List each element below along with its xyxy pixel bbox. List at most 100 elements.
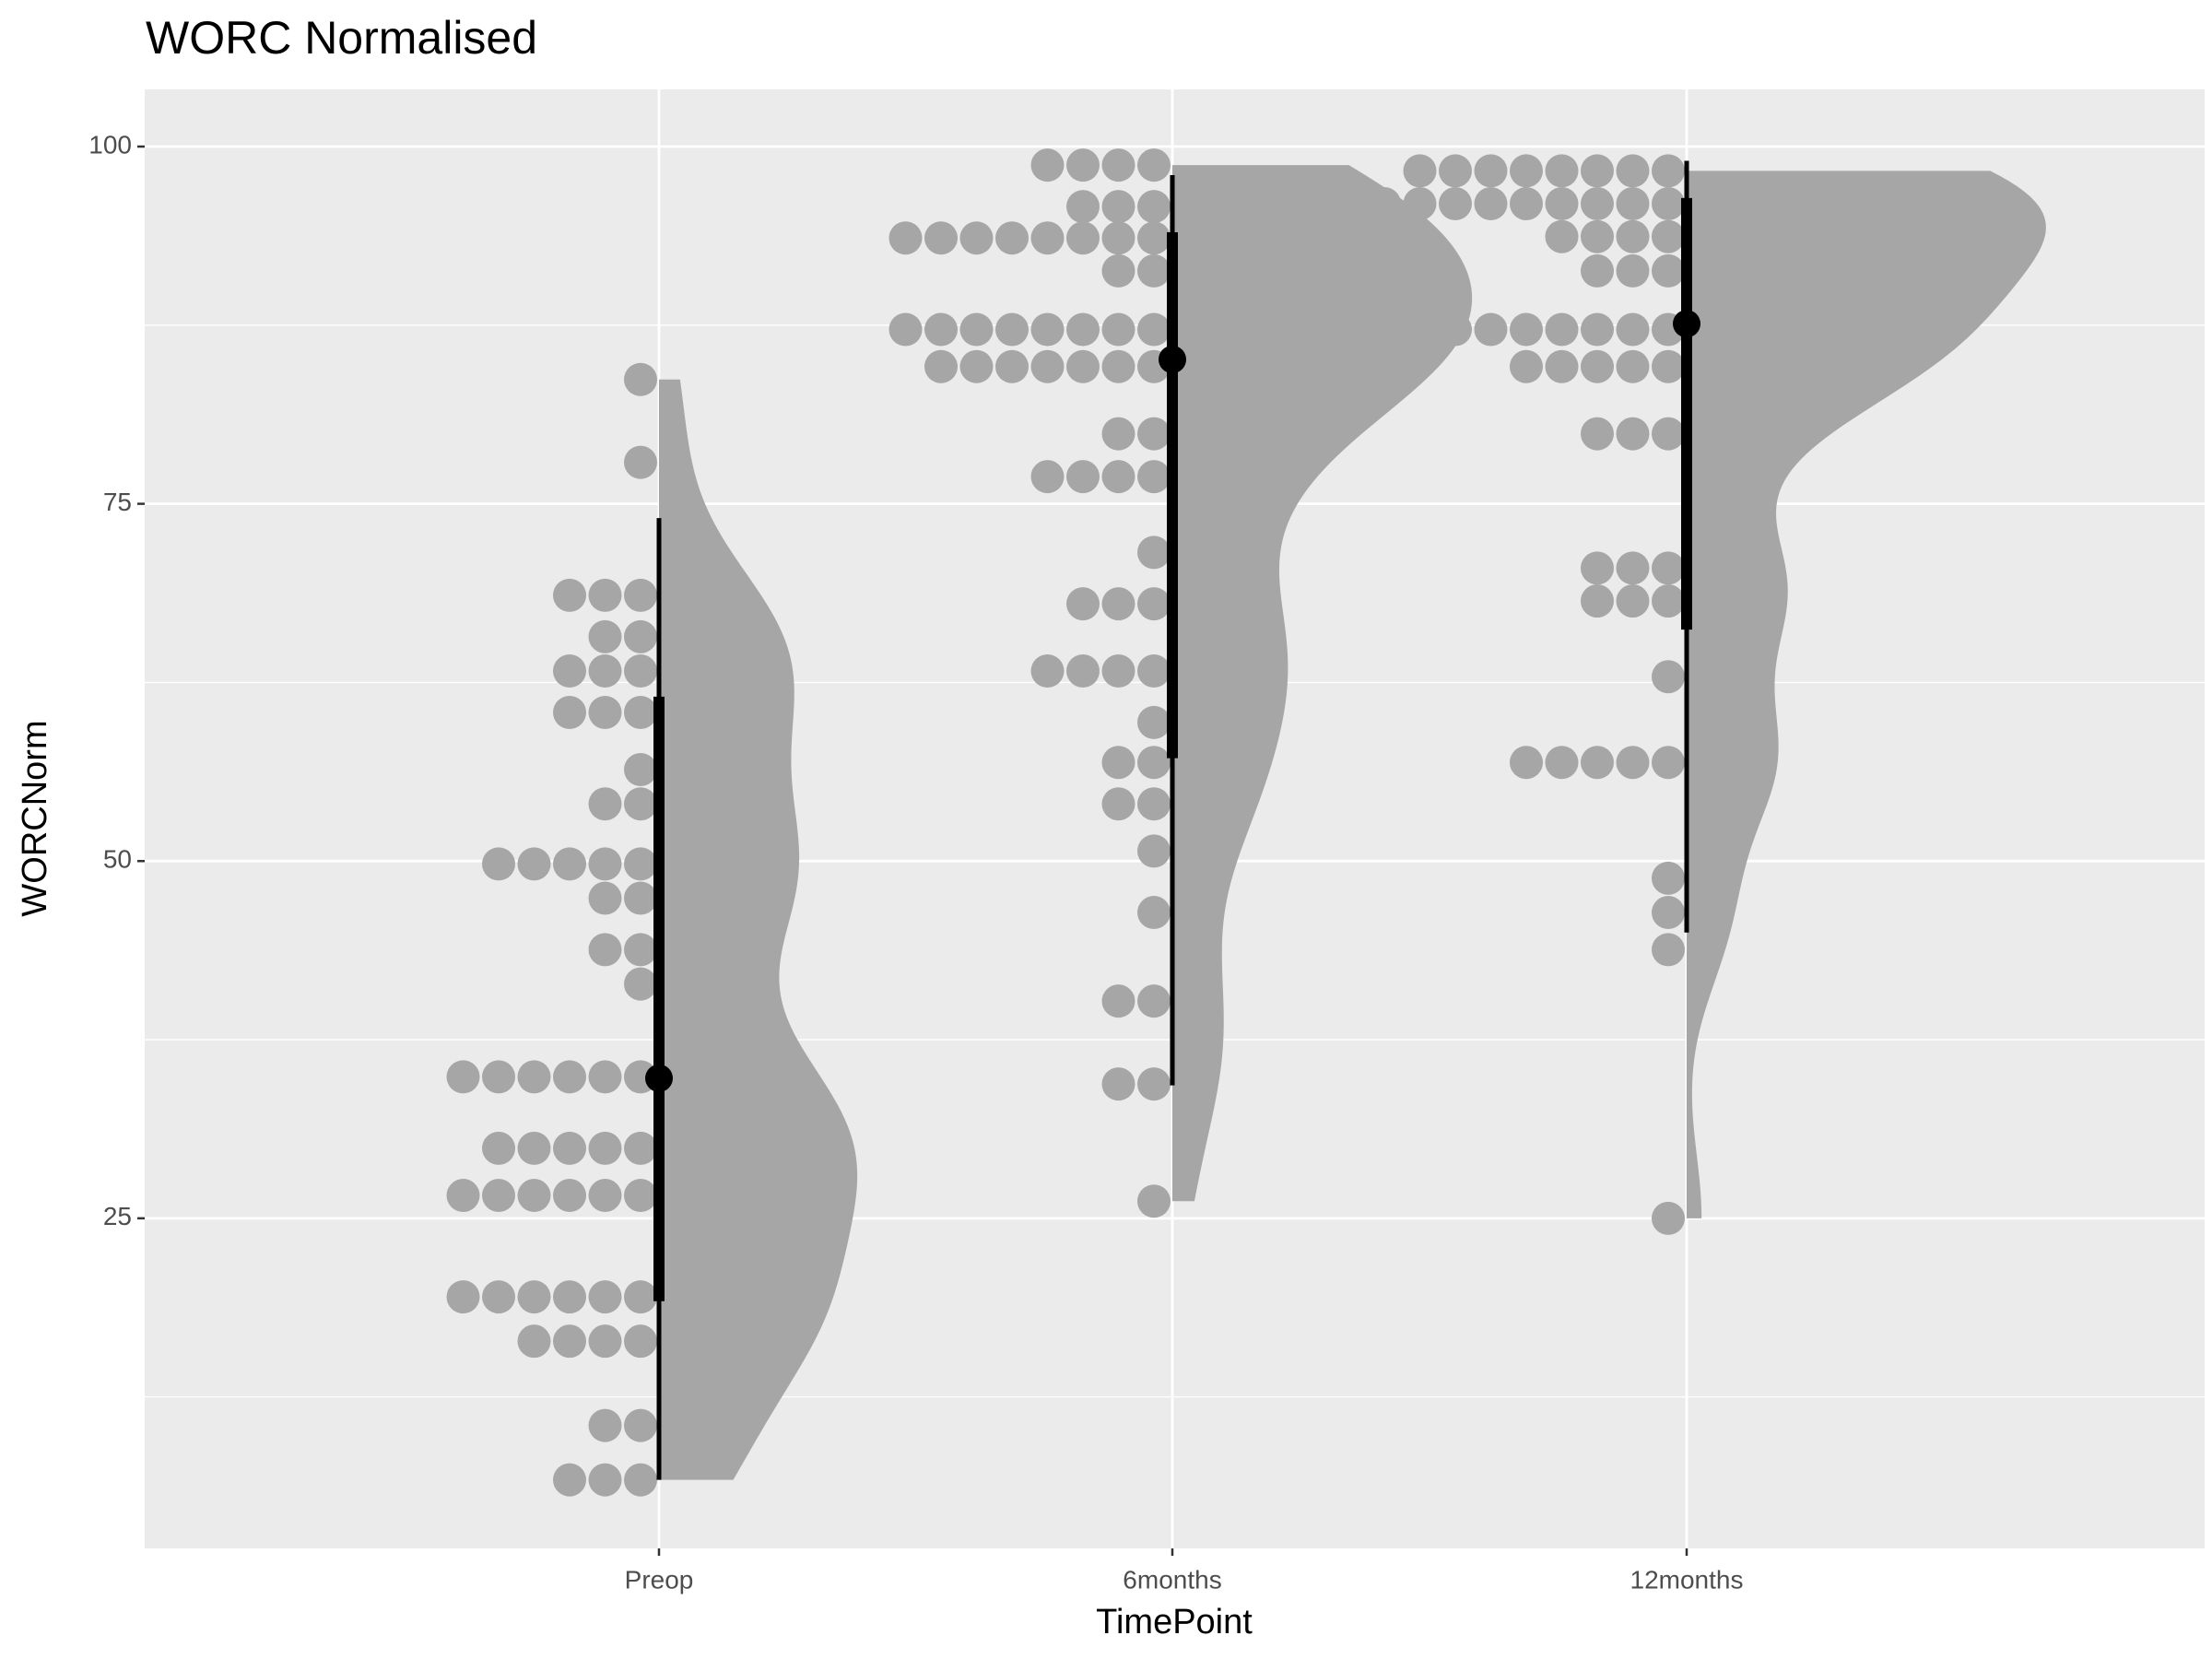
dot (624, 695, 657, 729)
dot (1137, 1184, 1171, 1218)
dot (995, 349, 1029, 383)
x-tick-label: 12months (1630, 1565, 1744, 1594)
dot (1101, 746, 1135, 780)
dot (1652, 154, 1685, 188)
dot (1616, 349, 1650, 383)
y-axis-title: WORCNorm (16, 720, 54, 916)
dot (1652, 219, 1685, 253)
dot (1137, 148, 1171, 182)
dot (517, 1131, 551, 1165)
dot (624, 1463, 657, 1497)
dot (553, 1280, 586, 1314)
dot (1137, 312, 1171, 347)
dot (1581, 219, 1614, 253)
dot (1101, 460, 1135, 494)
dot (588, 695, 622, 729)
dot (588, 1060, 622, 1094)
dot (553, 695, 586, 729)
dot (553, 578, 586, 612)
dot (1101, 190, 1135, 224)
dot (1137, 190, 1171, 224)
dot (1403, 154, 1437, 188)
dot (624, 1179, 657, 1213)
median-point (1159, 346, 1186, 374)
dot (1066, 460, 1100, 494)
dot (588, 787, 622, 821)
dot (924, 221, 958, 255)
dot (624, 578, 657, 612)
dot (1652, 746, 1685, 780)
dot (624, 1324, 657, 1359)
dot (959, 312, 994, 347)
dot (1616, 154, 1650, 188)
dot (624, 1131, 657, 1165)
dot (1066, 312, 1100, 347)
dot (1137, 896, 1171, 930)
dot (1101, 417, 1135, 451)
dot (553, 1324, 586, 1359)
dot (446, 1060, 480, 1094)
dot (588, 1131, 622, 1165)
dot (1137, 587, 1171, 621)
dot (1439, 312, 1472, 347)
dot (995, 221, 1029, 255)
dot (1066, 654, 1100, 688)
dot (1616, 219, 1650, 253)
dot (1101, 221, 1135, 255)
median-point (645, 1064, 673, 1092)
dot (588, 619, 622, 653)
dot (1616, 746, 1650, 780)
dot (517, 1280, 551, 1314)
dot (588, 881, 622, 915)
dot (1652, 933, 1685, 967)
dot (588, 1324, 622, 1359)
y-tick-label: 100 (88, 130, 132, 159)
dot (1616, 551, 1650, 585)
dot (1545, 219, 1579, 253)
dot (1101, 587, 1135, 621)
dot (1510, 312, 1543, 347)
dot (1545, 312, 1579, 347)
dot (1652, 417, 1685, 451)
dot (1101, 787, 1135, 821)
dot (1581, 154, 1614, 188)
dot (588, 933, 622, 967)
dot (1652, 187, 1685, 221)
dot (888, 312, 923, 347)
dot (553, 1463, 586, 1497)
median-point (1673, 310, 1700, 338)
dot (624, 362, 657, 396)
y-tick-label: 75 (103, 488, 132, 516)
dot (1030, 349, 1065, 383)
dot (1101, 984, 1135, 1018)
dot (1439, 187, 1472, 221)
dot (482, 1131, 515, 1165)
dot (482, 1060, 515, 1094)
dot (1581, 187, 1614, 221)
dot (1545, 746, 1579, 780)
chart-title: WORC Normalised (146, 12, 537, 64)
dot (924, 312, 958, 347)
dot (1137, 460, 1171, 494)
dot (1581, 551, 1614, 585)
dot (553, 1179, 586, 1213)
dot (624, 787, 657, 821)
dot (1066, 587, 1100, 621)
dot (1545, 187, 1579, 221)
dot (888, 221, 923, 255)
dot (1652, 896, 1685, 930)
dot (446, 1280, 480, 1314)
dot (1510, 349, 1543, 383)
dot (588, 1463, 622, 1497)
dot (1030, 654, 1065, 688)
dot (1403, 312, 1437, 347)
dot (1101, 654, 1135, 688)
dot (1545, 349, 1579, 383)
dot (588, 578, 622, 612)
dot (1137, 746, 1171, 780)
y-tick-label: 25 (103, 1202, 132, 1230)
dot (1652, 349, 1685, 383)
dot (1474, 312, 1508, 347)
x-tick-label: 6months (1123, 1565, 1221, 1594)
violin (1687, 171, 2046, 1218)
